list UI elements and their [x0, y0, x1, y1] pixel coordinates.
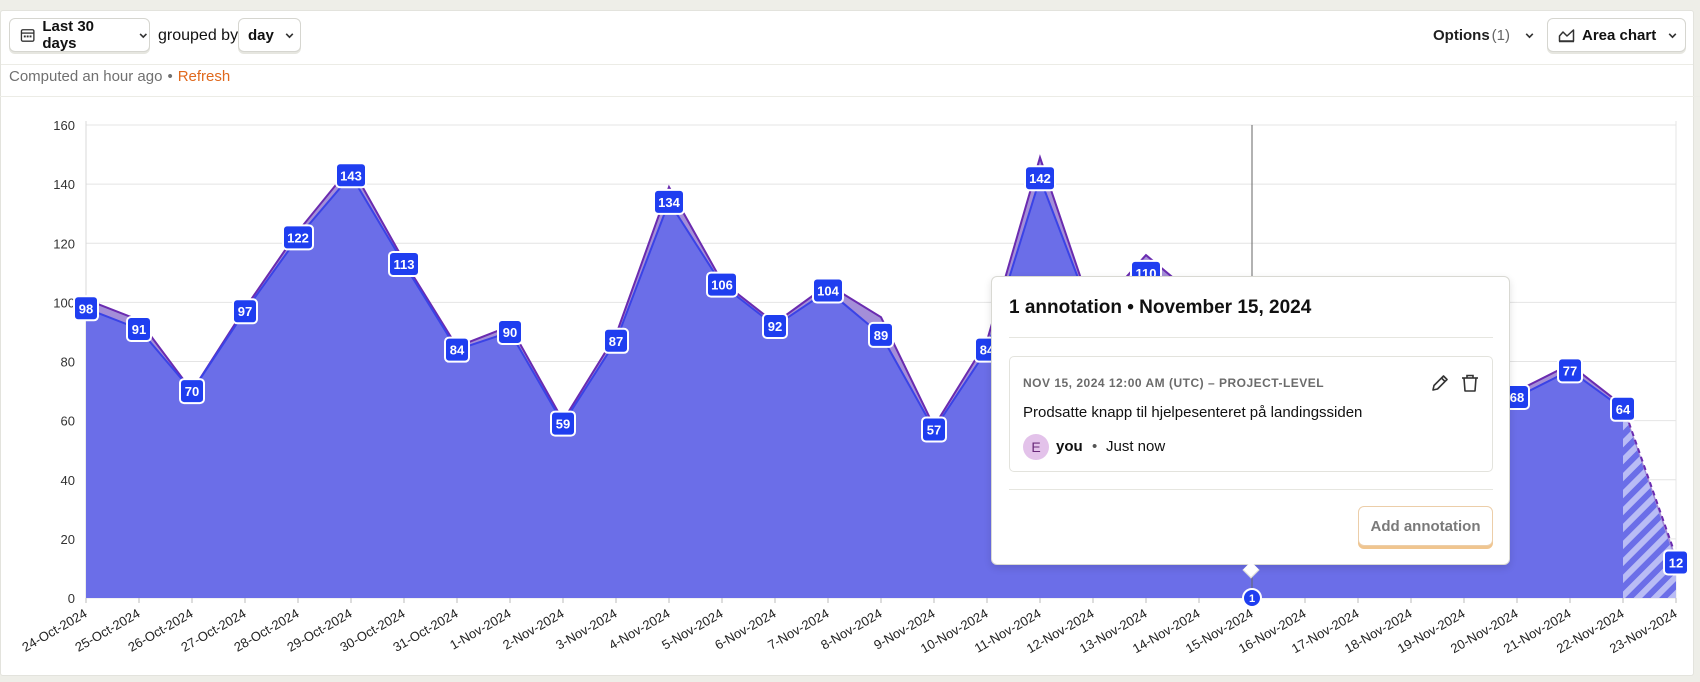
data-label-box — [444, 336, 470, 363]
data-label: 142 — [1029, 171, 1051, 186]
pencil-icon[interactable] — [1429, 372, 1451, 394]
data-label: 97 — [238, 304, 252, 319]
data-label: 104 — [817, 284, 839, 299]
data-label-box — [868, 321, 894, 348]
y-tick-label: 140 — [53, 177, 75, 192]
status-separator: • — [167, 68, 173, 85]
data-label: 91 — [132, 322, 146, 337]
y-tick-label: 160 — [53, 118, 75, 133]
annotation-separator: • — [1092, 438, 1098, 455]
annotation-marker — [1242, 588, 1262, 608]
trash-icon[interactable] — [1459, 372, 1481, 394]
y-tick-label: 0 — [68, 591, 75, 606]
chevron-down-icon — [1668, 32, 1677, 38]
add-annotation-button[interactable]: Add annotation — [1358, 506, 1493, 546]
data-label-box — [550, 410, 576, 437]
options-count: (1) — [1491, 27, 1511, 44]
data-label-box — [179, 378, 205, 405]
data-label-box — [73, 295, 99, 322]
data-label: 122 — [287, 230, 309, 245]
data-label-box — [812, 277, 844, 304]
annotation-card: NOV 15, 2024 12:00 AM (UTC) – PROJECT-LE… — [1009, 356, 1493, 472]
data-label-box — [706, 271, 738, 298]
data-label: 143 — [340, 168, 362, 183]
data-label: 59 — [556, 417, 570, 432]
data-label-box — [497, 318, 523, 345]
data-label-box — [762, 313, 788, 340]
data-label: 77 — [1563, 363, 1577, 378]
data-label-box — [126, 315, 152, 342]
data-label-box — [921, 416, 947, 443]
data-label: 134 — [658, 195, 680, 210]
avatar: E — [1023, 434, 1049, 460]
data-label-box — [603, 327, 629, 354]
data-label-box — [232, 298, 258, 325]
annotation-time: Just now — [1106, 438, 1166, 455]
data-label: 92 — [768, 319, 782, 334]
annotation-marker-count: 1 — [1249, 593, 1255, 605]
data-label: 12 — [1669, 556, 1683, 571]
grouped-by-label: grouped by — [158, 27, 239, 44]
divider — [1009, 489, 1493, 490]
y-tick-label: 60 — [61, 414, 75, 429]
annotation-meta: NOV 15, 2024 12:00 AM (UTC) – PROJECT-LE… — [1023, 376, 1325, 390]
data-label: 113 — [394, 257, 415, 272]
date-range-label: Last 30 days — [42, 18, 95, 52]
divider — [1009, 337, 1493, 338]
data-label: 57 — [927, 422, 941, 437]
data-label: 90 — [503, 325, 517, 340]
chart-type-select[interactable]: Area chart — [1547, 18, 1686, 52]
calendar-icon — [20, 29, 35, 42]
popover-title: 1 annotation • November 15, 2024 — [1009, 297, 1312, 318]
date-range-button[interactable]: Last 30 days — [9, 18, 150, 52]
data-label-box — [1024, 165, 1056, 192]
y-tick-label: 100 — [53, 295, 75, 310]
data-label-box — [1610, 395, 1636, 422]
data-label: 87 — [609, 334, 623, 349]
data-label: 106 — [711, 278, 733, 293]
data-label: 98 — [79, 301, 93, 316]
data-label: 89 — [874, 328, 888, 343]
annotation-text: Prodsatte knapp til hjelpesenteret på la… — [1023, 404, 1363, 421]
y-tick-label: 40 — [61, 473, 75, 488]
data-label-box — [1663, 549, 1689, 576]
area-chart-icon — [1558, 29, 1575, 43]
toolbar: Last 30 days grouped by day Options (1) … — [1, 11, 1693, 65]
y-tick-label: 20 — [61, 532, 75, 547]
data-label-box — [335, 162, 367, 189]
data-label: 70 — [185, 384, 199, 399]
data-label-box — [653, 188, 685, 215]
computed-status: Computed an hour ago • Refresh — [9, 68, 230, 85]
data-label: 64 — [1616, 402, 1631, 417]
chevron-down-icon — [1525, 33, 1534, 39]
data-label-box — [1557, 357, 1583, 384]
refresh-link[interactable]: Refresh — [177, 68, 231, 85]
chart-type-label: Area chart — [1582, 26, 1657, 44]
chevron-down-icon — [140, 32, 148, 38]
data-label: 84 — [450, 343, 465, 358]
interval-label: day — [248, 26, 274, 44]
series-1-area-incomplete — [1623, 408, 1676, 598]
annotation-author: you — [1056, 438, 1083, 455]
options-label: Options — [1433, 27, 1490, 44]
interval-select[interactable]: day — [238, 18, 301, 52]
options-button[interactable]: Options (1) — [1433, 27, 1535, 44]
divider — [0, 96, 1700, 97]
data-label-box — [388, 250, 420, 277]
chevron-down-icon — [285, 32, 294, 38]
data-label: 68 — [1510, 390, 1524, 405]
y-tick-label: 120 — [53, 236, 75, 251]
annotation-popover: 1 annotation • November 15, 2024 NOV 15,… — [991, 276, 1510, 565]
y-tick-label: 80 — [61, 355, 75, 370]
data-label-box — [282, 224, 314, 251]
computed-text: Computed an hour ago — [9, 68, 163, 85]
